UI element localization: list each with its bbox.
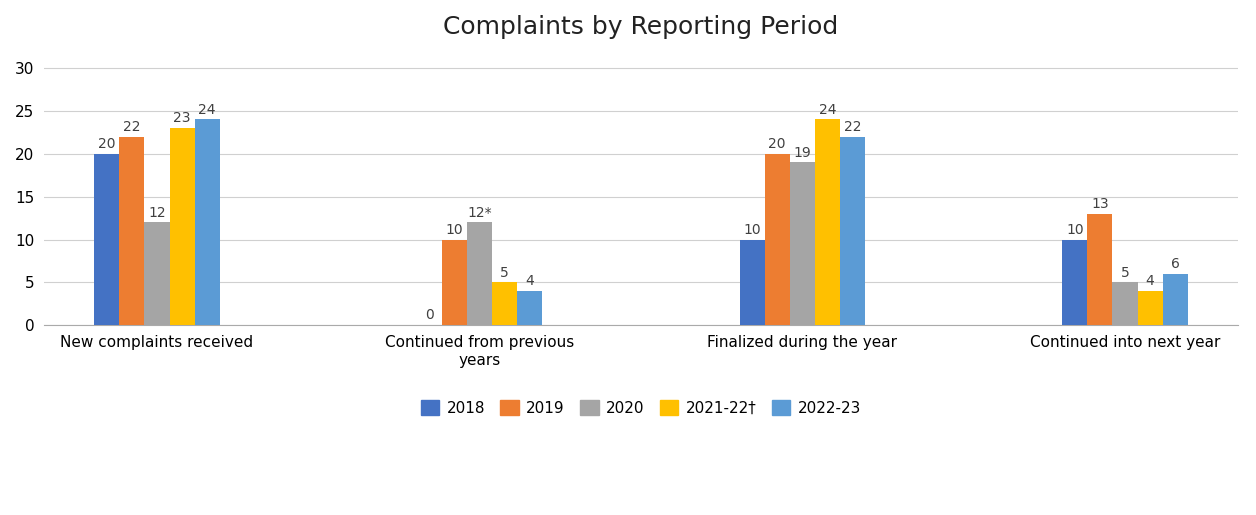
- Text: 20: 20: [769, 137, 786, 151]
- Bar: [740, 239, 765, 325]
- Bar: [765, 153, 790, 325]
- Text: 13: 13: [1091, 197, 1109, 211]
- Bar: [790, 162, 815, 325]
- Bar: [1138, 291, 1163, 325]
- Text: 4: 4: [525, 274, 534, 288]
- Text: 20: 20: [98, 137, 116, 151]
- Bar: [467, 222, 492, 325]
- Text: 22: 22: [123, 120, 141, 134]
- Text: 24: 24: [198, 103, 216, 117]
- Text: 23: 23: [173, 111, 191, 125]
- Bar: [170, 128, 195, 325]
- Bar: [94, 153, 119, 325]
- Bar: [442, 239, 467, 325]
- Text: 5: 5: [500, 266, 509, 280]
- Bar: [517, 291, 543, 325]
- Bar: [119, 136, 144, 325]
- Bar: [840, 136, 865, 325]
- Text: 22: 22: [844, 120, 862, 134]
- Legend: 2018, 2019, 2020, 2021-22†, 2022-23: 2018, 2019, 2020, 2021-22†, 2022-23: [414, 393, 868, 422]
- Bar: [1163, 274, 1188, 325]
- Text: 10: 10: [1066, 223, 1084, 237]
- Bar: [195, 119, 220, 325]
- Text: 0: 0: [425, 308, 433, 322]
- Text: 10: 10: [744, 223, 761, 237]
- Bar: [1113, 283, 1138, 325]
- Title: Complaints by Reporting Period: Complaints by Reporting Period: [443, 15, 839, 39]
- Bar: [1088, 214, 1113, 325]
- Bar: [144, 222, 170, 325]
- Bar: [815, 119, 840, 325]
- Text: 4: 4: [1145, 274, 1154, 288]
- Text: 12*: 12*: [467, 206, 492, 220]
- Bar: [492, 283, 517, 325]
- Text: 10: 10: [446, 223, 463, 237]
- Text: 12: 12: [148, 206, 166, 220]
- Text: 5: 5: [1120, 266, 1129, 280]
- Text: 24: 24: [819, 103, 836, 117]
- Text: 19: 19: [794, 146, 811, 160]
- Text: 6: 6: [1171, 258, 1179, 271]
- Bar: [1063, 239, 1088, 325]
